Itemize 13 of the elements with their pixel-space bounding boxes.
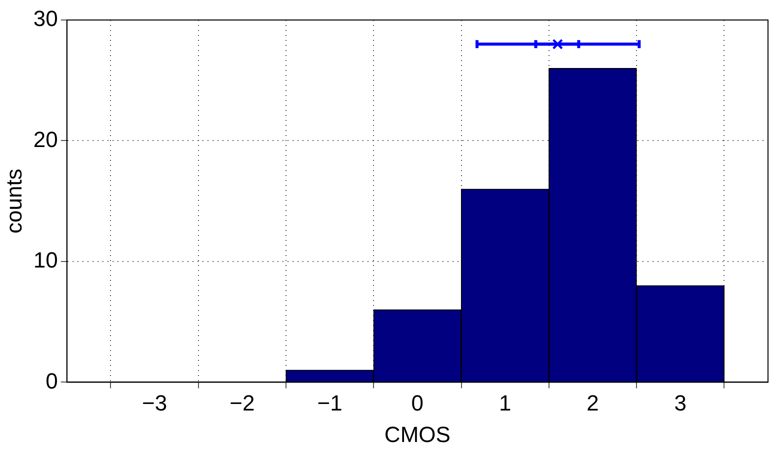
x-tick-label: −1: [317, 390, 342, 416]
y-axis-title: counts: [1, 168, 26, 234]
x-tick-label: 0: [411, 390, 424, 416]
x-tick-label: 2: [586, 390, 599, 416]
y-tick-label: 30: [33, 6, 58, 32]
x-tick-label: 1: [498, 390, 512, 416]
x-axis-title: CMOS: [384, 422, 450, 447]
y-tick-label: 20: [33, 126, 58, 152]
x-tick-label: −2: [230, 390, 255, 416]
y-tick-label: 10: [33, 248, 58, 273]
y-tick-label: 0: [46, 368, 58, 394]
x-tick-label: −3: [142, 390, 168, 416]
x-tick-label: 3: [674, 390, 686, 416]
